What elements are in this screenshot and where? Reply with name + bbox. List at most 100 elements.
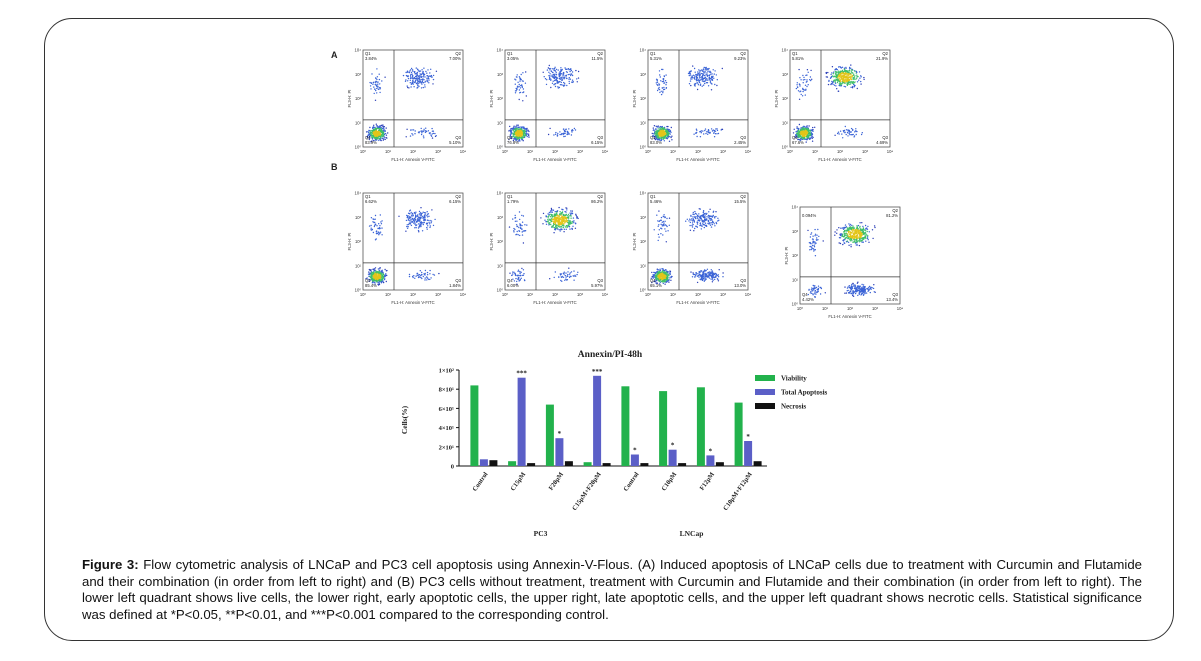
event-dot <box>408 220 411 222</box>
event-dot <box>547 219 549 221</box>
event-dot <box>704 215 706 217</box>
event-dot <box>712 221 715 223</box>
event-dot <box>831 75 833 78</box>
event-dot <box>406 224 408 226</box>
event-dot <box>707 70 709 73</box>
event-dot <box>413 275 415 277</box>
event-dot <box>571 212 573 214</box>
event-dot <box>409 82 411 84</box>
event-dot <box>373 225 376 228</box>
event-dot <box>542 212 545 215</box>
event-dot <box>808 135 810 137</box>
event-dot <box>414 77 416 80</box>
event-dot <box>702 215 705 217</box>
event-dot <box>553 213 555 216</box>
event-dot <box>385 273 387 275</box>
event-dot <box>703 277 705 279</box>
event-dot <box>808 132 811 134</box>
event-dot <box>692 272 694 274</box>
event-dot <box>382 124 384 126</box>
event-dot <box>715 276 717 278</box>
event-dot <box>688 71 691 73</box>
y-tick-label: 10³ <box>497 215 504 220</box>
event-dot <box>704 213 706 215</box>
event-dot <box>656 126 658 128</box>
event-dot <box>665 241 667 243</box>
event-dot <box>514 92 517 94</box>
event-dot <box>695 272 697 274</box>
event-dot <box>657 125 659 127</box>
event-dot <box>553 74 556 76</box>
event-dot <box>850 72 852 75</box>
event-dot <box>699 70 701 72</box>
event-dot <box>423 67 425 69</box>
event-dot <box>663 214 665 216</box>
event-dot <box>421 73 423 75</box>
event-dot <box>688 83 691 85</box>
event-dot <box>711 73 713 75</box>
event-dot <box>567 73 569 76</box>
event-dot <box>562 132 564 135</box>
event-dot <box>515 128 517 131</box>
event-dot <box>659 76 661 78</box>
event-dot <box>657 84 659 87</box>
event-dot <box>664 137 666 139</box>
quadrant-value-q4: 76.8% <box>507 140 519 145</box>
event-dot <box>563 216 565 218</box>
event-dot <box>549 75 551 77</box>
quadrant-value-q1: 1.79% <box>507 199 519 204</box>
event-dot <box>369 126 371 129</box>
event-dot <box>699 136 702 138</box>
event-dot <box>520 130 523 132</box>
event-dot <box>417 217 419 220</box>
event-dot <box>573 270 575 272</box>
event-dot <box>559 74 562 76</box>
event-dot <box>848 69 851 72</box>
event-dot <box>699 223 701 225</box>
event-dot <box>832 80 835 82</box>
y-tick-label: 10¹ <box>782 120 789 125</box>
event-dot <box>706 69 708 71</box>
event-dot <box>660 137 662 139</box>
event-dot <box>707 220 710 222</box>
event-dot <box>518 98 520 101</box>
event-dot <box>566 275 568 277</box>
quadrant-name-q3: Q3 <box>740 135 746 140</box>
event-dot <box>807 136 809 138</box>
event-dot <box>515 138 518 141</box>
event-dot <box>515 277 517 280</box>
event-dot <box>414 277 416 279</box>
event-dot <box>407 218 410 220</box>
event-dot <box>384 76 386 78</box>
event-dot <box>807 131 809 134</box>
event-dot <box>714 217 716 219</box>
event-dot <box>422 223 424 226</box>
event-dot <box>856 81 859 83</box>
y-tick-label: 10⁰ <box>355 145 362 150</box>
event-dot <box>517 135 519 138</box>
event-dot <box>809 133 811 135</box>
event-dot <box>514 214 516 217</box>
event-dot <box>559 221 562 224</box>
event-dot <box>373 270 375 272</box>
event-dot <box>656 138 659 141</box>
event-dot <box>562 133 564 136</box>
event-dot <box>659 219 662 221</box>
event-dot <box>706 79 709 81</box>
event-dot <box>576 78 578 80</box>
event-dot <box>419 78 421 81</box>
event-dot <box>560 81 562 84</box>
y-tick-label: 10³ <box>355 215 362 220</box>
event-dot <box>794 136 796 138</box>
event-dot <box>817 288 819 291</box>
event-dot <box>381 137 384 140</box>
event-dot <box>854 70 856 73</box>
event-dot <box>655 133 658 135</box>
event-dot <box>863 76 865 79</box>
event-dot <box>710 73 712 75</box>
event-dot <box>513 135 515 138</box>
event-dot <box>419 223 421 225</box>
event-dot <box>572 217 575 219</box>
event-dot <box>806 128 808 130</box>
event-dot <box>802 74 804 77</box>
